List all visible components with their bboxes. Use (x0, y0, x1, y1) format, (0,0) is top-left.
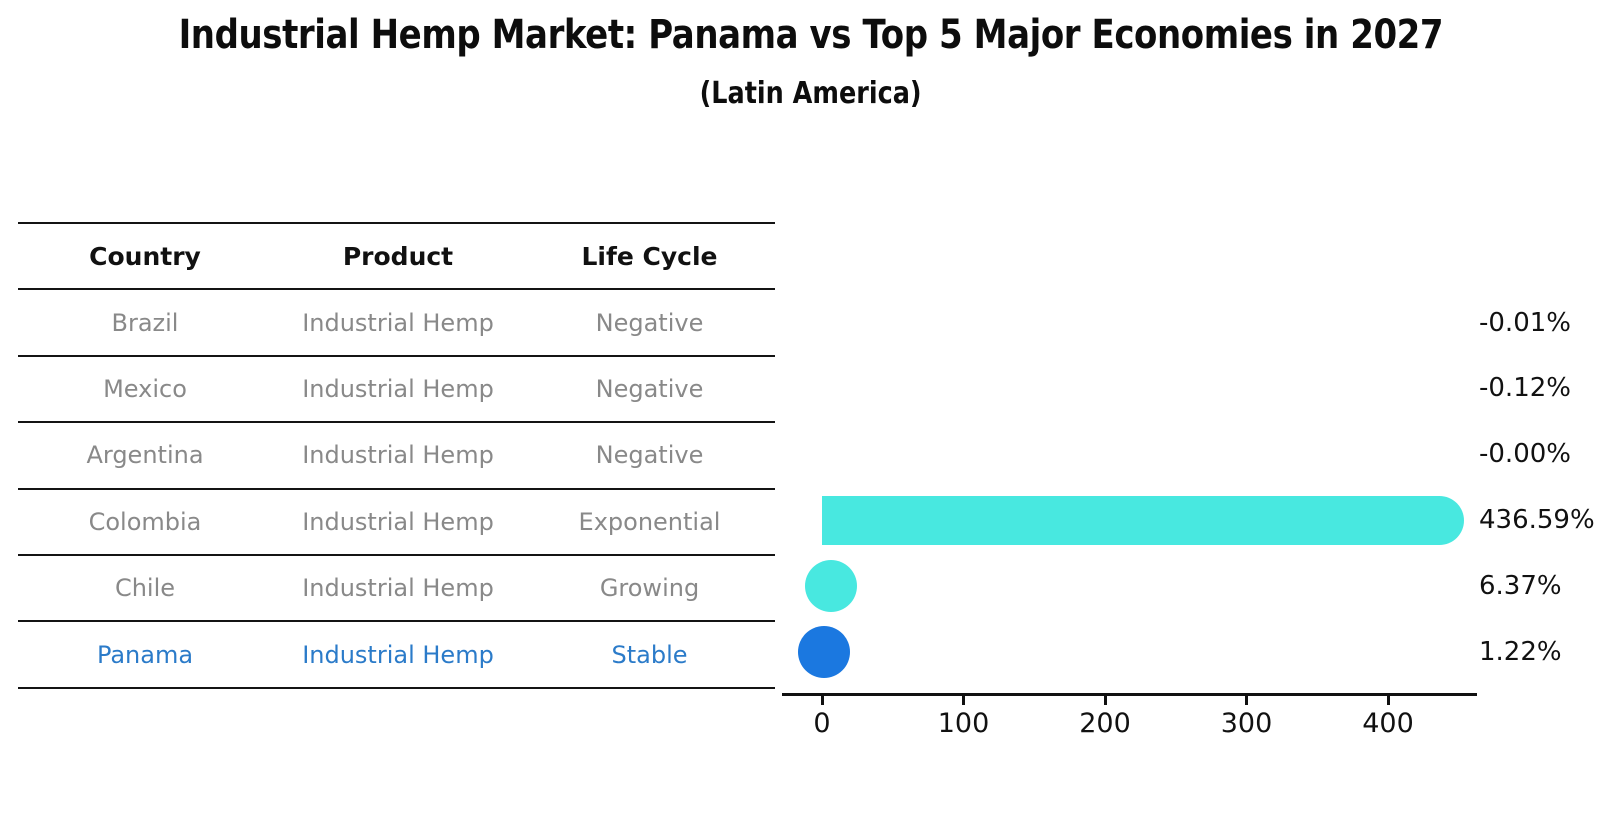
cell-product: Industrial Hemp (302, 640, 494, 669)
table-row-panama: Panama Industrial Hemp Stable (18, 622, 775, 689)
x-axis-tick (962, 696, 965, 705)
chart-subtitle: (Latin America) (0, 76, 1621, 111)
bar-panama (797, 626, 850, 678)
cell-product: Industrial Hemp (302, 374, 494, 403)
value-label-argentina: -0.00% (1479, 439, 1571, 470)
x-axis-tick-label: 400 (1362, 708, 1414, 739)
value-label-chile: 6.37% (1479, 571, 1562, 602)
table-row-mexico: Mexico Industrial Hemp Negative (18, 357, 775, 424)
bar-chile (805, 560, 857, 613)
x-axis-tick (820, 696, 824, 705)
cell-life-cycle: Negative (595, 308, 704, 337)
x-axis-tick (1386, 696, 1390, 705)
x-axis-tick (1245, 696, 1248, 705)
cell-country: Argentina (86, 441, 204, 470)
cell-product: Industrial Hemp (302, 574, 494, 603)
chart-title: Industrial Hemp Market: Panama vs Top 5 … (0, 12, 1621, 58)
value-label-panama: 1.22% (1479, 637, 1562, 667)
table-header-row: Country Product Life Cycle (18, 224, 775, 291)
table-row-argentina: Argentina Industrial Hemp Negative (18, 423, 775, 490)
value-label-colombia: 436.59% (1479, 505, 1595, 536)
cell-product: Industrial Hemp (302, 507, 494, 536)
cell-life-cycle: Stable (611, 640, 688, 669)
cell-life-cycle: Negative (595, 441, 704, 470)
cell-country: Colombia (88, 507, 202, 536)
x-axis-line (782, 693, 1477, 696)
cell-country: Brazil (111, 308, 179, 337)
column-header-life-cycle: Life Cycle (581, 241, 718, 271)
table-row-brazil: Brazil Industrial Hemp Negative (18, 290, 775, 357)
column-header-country: Country (89, 241, 201, 271)
cell-country: Mexico (103, 374, 187, 403)
country-table: Country Product Life Cycle Brazil Indust… (18, 222, 775, 689)
table-row-colombia: Colombia Industrial Hemp Exponential (18, 490, 775, 556)
x-axis-tick-label: 200 (1079, 708, 1131, 739)
chart-title-text: Industrial Hemp Market: Panama vs Top 5 … (178, 12, 1443, 58)
x-axis-tick (1103, 696, 1107, 705)
cell-life-cycle: Negative (595, 374, 704, 403)
chart-subtitle-text: (Latin America) (699, 76, 922, 111)
cell-product: Industrial Hemp (302, 441, 494, 470)
value-label-brazil: -0.01% (1479, 307, 1571, 338)
value-label-mexico: -0.12% (1479, 373, 1571, 404)
cell-country: Panama (96, 640, 194, 669)
table-row-chile: Chile Industrial Hemp Growing (18, 556, 775, 623)
x-axis-tick-label: 0 (813, 708, 831, 739)
cell-life-cycle: Growing (599, 574, 700, 603)
cell-product: Industrial Hemp (302, 308, 494, 337)
column-header-product: Product (342, 241, 454, 271)
x-axis-tick-label: 300 (1220, 708, 1273, 739)
x-axis-tick-label: 100 (937, 708, 990, 739)
cell-country: Chile (114, 574, 176, 603)
cell-life-cycle: Exponential (578, 507, 721, 536)
bar-colombia (822, 495, 1465, 545)
